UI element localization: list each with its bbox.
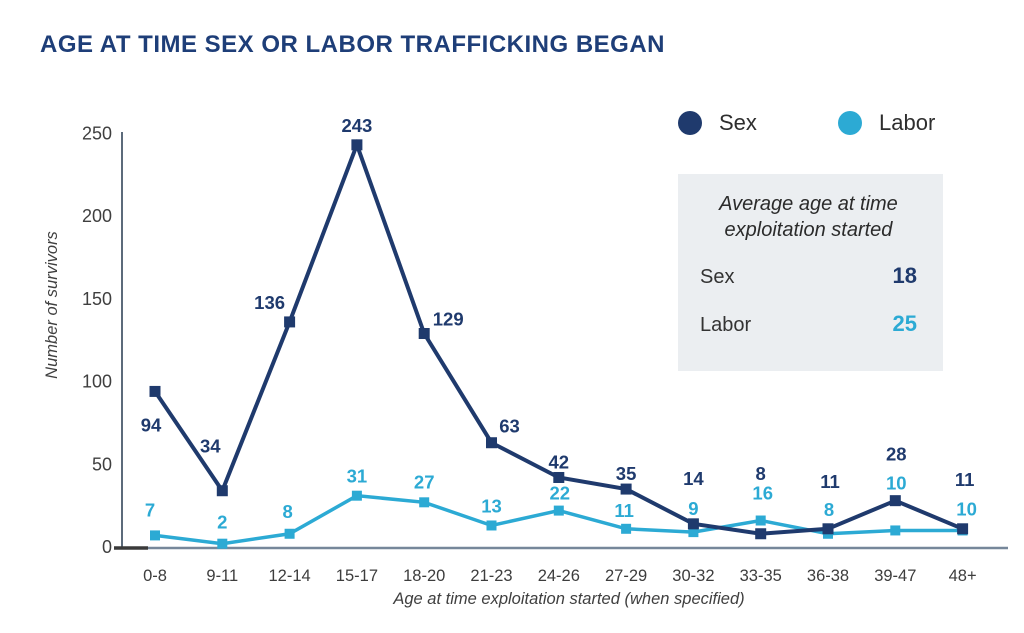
data-point-sex-10	[822, 523, 834, 535]
data-point-sex-7	[620, 483, 632, 495]
value-label-labor-0: 7	[145, 499, 155, 520]
data-point-labor-0	[150, 530, 160, 541]
value-label-labor-3: 31	[347, 466, 368, 487]
x-tick-label: 21-23	[470, 567, 512, 585]
y-axis-title: Number of survivors	[43, 231, 61, 379]
legend-item-labor: Labor	[838, 110, 935, 136]
data-point-labor-3	[351, 490, 362, 501]
value-label-sex-0: 94	[141, 414, 162, 435]
value-label-sex-7: 35	[616, 463, 637, 484]
info-row-sex-value: 18	[892, 263, 917, 289]
data-point-sex-1	[216, 485, 228, 497]
data-point-sex-4	[418, 328, 430, 340]
data-point-labor-8	[688, 527, 699, 538]
x-tick-label: 39-47	[874, 567, 916, 585]
data-point-labor-7	[621, 523, 632, 534]
legend-item-sex: Sex	[678, 110, 757, 136]
y-tick-label: 0	[102, 537, 112, 557]
data-point-labor-1	[217, 538, 228, 549]
value-label-labor-11: 10	[886, 472, 907, 493]
data-point-sex-12	[957, 523, 969, 535]
value-label-sex-5: 63	[499, 416, 520, 437]
average-age-info-box: Average age at time exploitation started…	[678, 174, 943, 371]
data-point-sex-11	[889, 495, 901, 507]
x-tick-label: 0-8	[143, 567, 167, 585]
data-point-sex-2	[284, 316, 296, 328]
x-tick-label: 18-20	[403, 567, 445, 585]
value-label-labor-2: 8	[282, 501, 292, 522]
y-tick-label: 200	[82, 206, 112, 226]
value-label-labor-1: 2	[217, 512, 227, 533]
y-tick-label: 150	[82, 289, 112, 309]
data-point-labor-11	[890, 525, 901, 536]
x-tick-label: 27-29	[605, 567, 647, 585]
value-label-sex-6: 42	[549, 451, 570, 472]
x-axis-title: Age at time exploitation started (when s…	[392, 590, 744, 608]
page-title: AGE AT TIME SEX OR LABOR TRAFFICKING BEG…	[40, 31, 665, 58]
y-tick-label: 250	[82, 123, 112, 143]
y-tick-label: 50	[92, 454, 112, 474]
value-label-sex-9: 8	[756, 463, 766, 484]
value-label-labor-4: 27	[414, 471, 435, 492]
x-tick-label: 15-17	[336, 567, 378, 585]
y-tick-label: 100	[82, 372, 112, 392]
value-label-labor-7: 11	[614, 500, 634, 521]
value-label-sex-4: 129	[433, 309, 464, 330]
data-point-sex-6	[553, 471, 565, 483]
x-tick-label: 33-35	[740, 567, 782, 585]
info-row-labor-value: 25	[892, 311, 917, 337]
data-point-sex-8	[687, 518, 699, 530]
info-row-labor: Labor 25	[700, 311, 917, 337]
legend-label-labor: Labor	[879, 110, 936, 135]
x-tick-label: 12-14	[268, 567, 310, 585]
data-point-labor-4	[419, 497, 430, 508]
data-point-sex-0	[149, 385, 161, 397]
data-point-labor-5	[486, 520, 497, 531]
value-label-labor-9: 16	[752, 483, 773, 504]
value-label-labor-12: 10	[956, 498, 977, 519]
data-point-sex-3	[351, 139, 363, 151]
x-tick-label: 9-11	[206, 567, 238, 585]
data-point-sex-9	[755, 528, 767, 540]
x-tick-label: 48+	[949, 567, 977, 585]
x-tick-label: 36-38	[807, 567, 849, 585]
value-label-sex-2: 136	[254, 292, 285, 313]
data-point-sex-5	[486, 437, 497, 449]
x-tick-label: 30-32	[672, 567, 714, 585]
labor-series-swatch-icon	[838, 111, 862, 135]
data-point-labor-9	[755, 515, 766, 526]
value-label-sex-8: 14	[683, 468, 704, 489]
value-label-labor-8: 9	[688, 498, 698, 519]
info-row-sex-label: Sex	[700, 266, 735, 289]
info-box-heading: Average age at time exploitation started	[719, 193, 898, 241]
sex-series-swatch-icon	[678, 111, 702, 135]
value-label-labor-10: 8	[824, 499, 834, 520]
value-label-sex-12: 11	[955, 469, 975, 490]
value-label-sex-3: 243	[341, 115, 372, 136]
data-point-labor-6	[553, 505, 564, 516]
legend-label-sex: Sex	[719, 110, 757, 135]
value-label-labor-5: 13	[481, 495, 502, 516]
value-label-sex-1: 34	[200, 436, 221, 457]
info-row-labor-label: Labor	[700, 314, 752, 337]
value-label-labor-6: 22	[550, 483, 571, 504]
value-label-sex-10: 11	[820, 471, 840, 492]
x-tick-label: 24-26	[538, 567, 580, 585]
data-point-labor-2	[284, 528, 295, 539]
value-label-sex-11: 28	[886, 444, 907, 465]
info-row-sex: Sex 18	[700, 263, 917, 289]
